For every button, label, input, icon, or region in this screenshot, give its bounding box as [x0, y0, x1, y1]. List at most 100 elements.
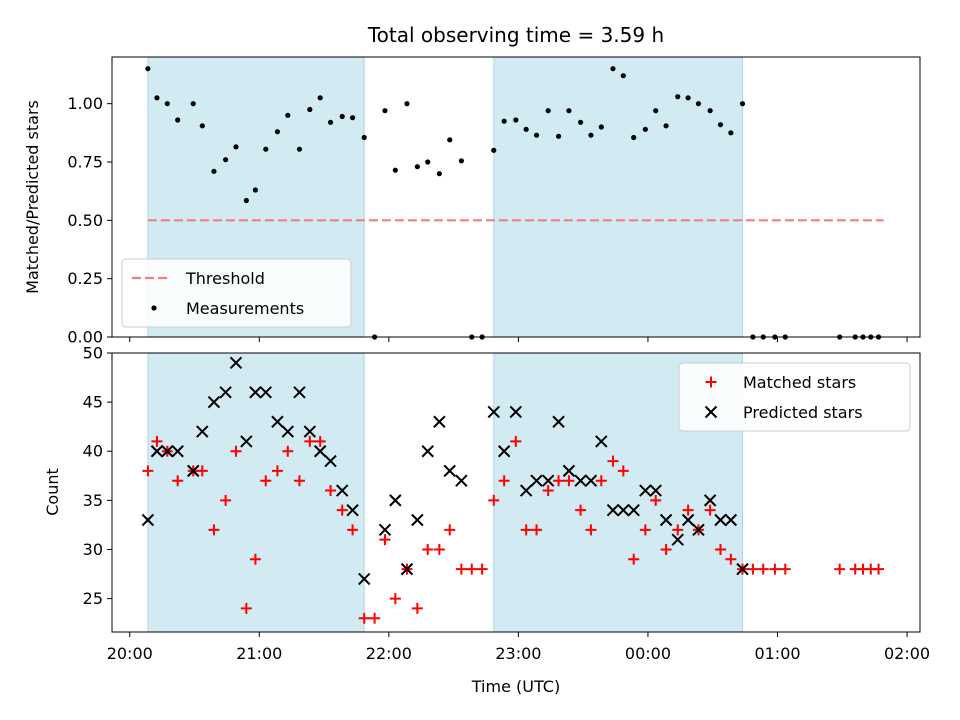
shaded-interval: [493, 56, 744, 338]
data-point: [151, 435, 163, 447]
data-point: [714, 513, 727, 527]
y-tick-label: 45: [83, 393, 103, 412]
data-point: [595, 435, 608, 448]
data-point: [685, 95, 691, 101]
data-point: [303, 425, 317, 438]
y-tick-label: 40: [83, 442, 103, 461]
data-point: [585, 524, 597, 536]
data-point: [659, 513, 673, 527]
data-point: [433, 543, 445, 555]
data-point: [325, 485, 337, 497]
data-point: [171, 445, 184, 458]
data-point: [164, 101, 170, 107]
legend-box: [678, 362, 911, 432]
data-point: [455, 563, 467, 575]
data-point: [281, 425, 295, 438]
data-point: [327, 119, 334, 125]
data-point: [617, 503, 630, 517]
shaded-interval: [147, 352, 365, 633]
data-point: [142, 465, 154, 477]
legend-marker: [705, 376, 717, 388]
data-point: [443, 464, 456, 478]
x-tick-label: 22:00: [366, 644, 412, 663]
data-point: [307, 106, 313, 113]
data-point: [553, 475, 565, 487]
legend-label: Measurements: [186, 299, 304, 318]
data-point: [562, 464, 576, 478]
legend-swatch: [704, 405, 718, 419]
data-point: [455, 474, 468, 487]
data-point: [707, 108, 713, 114]
data-point: [240, 602, 252, 614]
data-point: [606, 503, 620, 517]
data-point: [346, 503, 359, 517]
data-point: [274, 129, 281, 135]
data-point: [739, 101, 746, 107]
axes-frame: [111, 352, 921, 633]
y-tick-label: 25: [83, 589, 103, 608]
data-point: [389, 494, 402, 507]
data-point: [421, 445, 434, 458]
data-point: [211, 168, 217, 174]
y-tick-label: 50: [83, 344, 103, 363]
data-point: [187, 464, 200, 478]
data-point: [466, 563, 478, 575]
data-point: [271, 465, 283, 477]
y-tick-label: 35: [83, 491, 103, 510]
y-tick-label: 30: [83, 540, 103, 559]
data-point: [233, 144, 239, 150]
data-point: [728, 130, 734, 136]
data-point: [584, 474, 598, 487]
data-point: [196, 465, 208, 477]
data-point: [650, 494, 662, 506]
data-point: [382, 108, 388, 114]
data-point: [703, 494, 717, 507]
data-point: [411, 513, 424, 527]
data-point: [347, 524, 359, 536]
y-tick-label: 1.00: [67, 94, 103, 113]
data-point: [392, 167, 398, 173]
data-point: [610, 66, 616, 72]
legend-swatch: [705, 376, 717, 388]
data-point: [425, 159, 431, 165]
data-point: [724, 513, 738, 527]
data-point: [404, 101, 410, 107]
data-point: [336, 484, 349, 497]
legend: Threshold Measurements: [121, 258, 352, 328]
data-point: [249, 386, 262, 399]
data-point: [519, 484, 533, 497]
data-point: [491, 147, 497, 153]
data-point: [660, 543, 672, 555]
data-point: [207, 395, 221, 409]
data-point: [296, 146, 303, 152]
data-point: [725, 553, 737, 565]
data-point: [545, 108, 551, 114]
data-point: [259, 386, 272, 399]
data-point: [555, 133, 562, 139]
data-point: [324, 454, 337, 468]
data-point: [682, 504, 694, 516]
data-point: [458, 158, 464, 164]
chart-title: Total observing time = 3.59 h: [367, 23, 664, 47]
legend-marker: [151, 305, 157, 311]
data-point: [361, 134, 367, 141]
legend-swatch: [151, 305, 157, 311]
data-point: [263, 146, 269, 152]
data-point: [436, 171, 442, 177]
data-point: [631, 134, 637, 141]
data-point: [172, 475, 184, 487]
data-point: [533, 132, 540, 138]
data-point: [598, 124, 604, 130]
data-point: [378, 523, 392, 537]
data-point: [675, 94, 681, 100]
x-tick-label: 02:00: [884, 644, 930, 663]
data-point: [639, 524, 651, 536]
data-point: [400, 562, 414, 576]
data-point: [422, 543, 434, 555]
data-point: [433, 415, 446, 428]
data-point: [566, 108, 572, 114]
data-point: [196, 425, 209, 438]
data-point: [563, 475, 575, 487]
legend: Matched stars Predicted stars: [678, 362, 911, 432]
